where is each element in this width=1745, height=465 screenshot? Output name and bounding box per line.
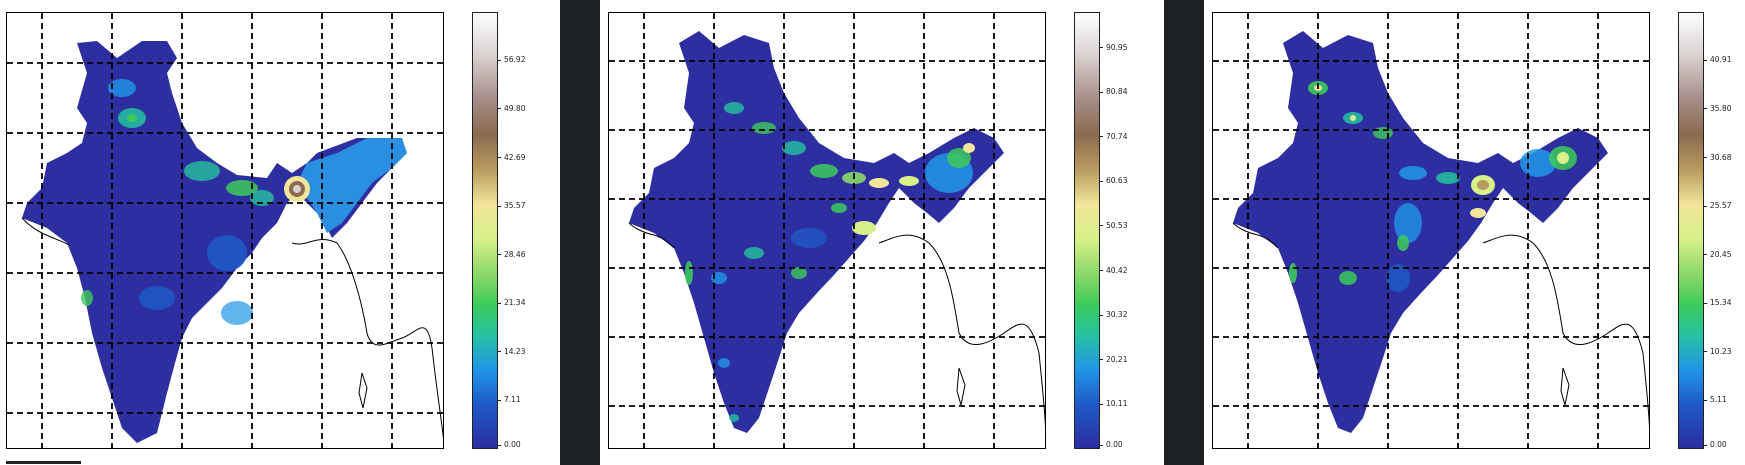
hotspot	[810, 164, 838, 178]
hotspot	[1350, 115, 1356, 121]
colorbar-tick-label: 56.92	[498, 56, 525, 64]
hotspot	[869, 178, 889, 188]
hotspot	[293, 185, 301, 193]
colorbar-tick-label: 14.23	[498, 347, 525, 356]
colorbar-tick-label: 0.00	[498, 441, 521, 449]
colorbar-tick-label: 0.00	[1704, 441, 1727, 449]
hotspot	[1339, 271, 1357, 285]
hotspot	[947, 148, 971, 168]
colorbar-tick-label: 10.11	[1100, 400, 1127, 408]
hotspot	[1477, 180, 1489, 190]
hotspot	[207, 235, 247, 271]
coastline	[628, 222, 1045, 427]
coastline	[1232, 222, 1649, 427]
island	[956, 367, 966, 406]
hotspot	[127, 114, 137, 122]
hotspot	[1520, 149, 1556, 177]
colorbar-tick-label: 70.74	[1100, 132, 1127, 141]
colorbar-tick-label: 40.91	[1704, 56, 1731, 64]
scale-bar	[6, 461, 81, 464]
hotspot	[1386, 264, 1410, 292]
hotspot	[184, 161, 220, 181]
grid-lines	[1213, 13, 1649, 448]
colorbar-ticks-1: 0.00 7.11 14.23 21.34 28.46 35.57 42.69 49.80 56…	[498, 12, 558, 449]
map-panel-3: 0.00 5.11 10.23 15.34 20.45 25.57 30.68 35.80 40…	[1206, 0, 1745, 465]
colorbar-tick-label: 20.45	[1704, 250, 1731, 259]
hotspot	[108, 79, 136, 97]
map-frame-1	[6, 12, 444, 449]
colorbar-tick-label: 5.11	[1704, 396, 1727, 404]
island	[1560, 367, 1570, 406]
panel-divider-1	[560, 0, 600, 465]
colorbar-tick-label: 60.63	[1100, 177, 1127, 185]
hotspot	[744, 247, 764, 259]
hotspot	[1397, 235, 1409, 251]
hotspot	[711, 272, 727, 284]
island	[358, 372, 368, 409]
hotspot	[81, 290, 93, 306]
hotspot	[963, 143, 975, 153]
map-frame-3	[1212, 12, 1650, 449]
colorbar-tick-label: 49.80	[498, 104, 525, 113]
colorbar-ticks-2: 0.00 10.11 20.21 30.32 40.42 50.53 60.63 70.74 8…	[1100, 12, 1160, 449]
colorbar-tick-label: 50.53	[1100, 221, 1127, 230]
hotspot	[791, 267, 807, 279]
colorbar-tick-label: 0.00	[1100, 441, 1123, 449]
colorbar-tick-label: 30.32	[1100, 311, 1127, 319]
colorbar-tick-label: 90.95	[1100, 43, 1127, 52]
hotspot	[718, 358, 730, 368]
map-panel-2: 0.00 10.11 20.21 30.32 40.42 50.53 60.63 70.74 8…	[602, 0, 1162, 465]
hotspot	[782, 141, 806, 155]
hotspot	[221, 301, 253, 325]
colorbar-tick-label: 80.84	[1100, 88, 1127, 96]
hotspot	[752, 122, 776, 134]
colorbar-tick-label: 7.11	[498, 396, 521, 404]
northeast-landmass	[297, 138, 407, 233]
colorbar-tick-label: 21.34	[498, 299, 525, 307]
grid-lines	[7, 13, 443, 448]
hotspot	[852, 221, 876, 235]
colorbar-ticks-3: 0.00 5.11 10.23 15.34 20.45 25.57 30.68 35.80 40…	[1704, 12, 1745, 449]
map-panel-1: 0.00 7.11 14.23 21.34 28.46 35.57 42.69 49.80 56…	[0, 0, 560, 465]
hotspot	[1436, 172, 1460, 184]
colorbar-tick-label: 40.42	[1100, 266, 1127, 275]
map-svg-2	[609, 13, 1045, 448]
colorbar-tick-label: 42.69	[498, 153, 525, 162]
map-svg-1	[7, 13, 443, 448]
colorbar-tick-label: 35.80	[1704, 104, 1731, 113]
colorbar-tick-label: 20.21	[1100, 355, 1127, 364]
grid-lines	[609, 13, 1045, 448]
hotspot	[1557, 152, 1569, 164]
colorbar-tick-label: 30.68	[1704, 153, 1731, 162]
hotspot	[899, 176, 919, 186]
colorbar-tick-label: 28.46	[498, 250, 525, 259]
colorbar-tick-label: 35.57	[498, 202, 525, 210]
colorbar-tick-label: 10.23	[1704, 347, 1731, 356]
colorbar-3	[1678, 12, 1704, 449]
hotspot	[1399, 166, 1427, 180]
hotspot	[685, 261, 693, 285]
hotspot	[1470, 208, 1486, 218]
colorbar-1	[472, 12, 498, 449]
hotspot	[1373, 127, 1393, 139]
hotspot	[1394, 203, 1422, 243]
map-svg-3	[1213, 13, 1649, 448]
hotspot	[250, 190, 274, 206]
map-frame-2	[608, 12, 1046, 449]
hotspot	[1289, 263, 1297, 283]
colorbar-2	[1074, 12, 1100, 449]
hotspot	[724, 102, 744, 114]
colorbar-tick-label: 25.57	[1704, 202, 1731, 210]
hotspot	[729, 414, 739, 422]
hotspot	[791, 228, 827, 248]
colorbar-tick-label: 15.34	[1704, 299, 1731, 307]
panel-divider-2	[1164, 0, 1204, 465]
hotspot	[139, 286, 175, 310]
hotspot	[831, 203, 847, 213]
hotspot	[226, 180, 258, 196]
